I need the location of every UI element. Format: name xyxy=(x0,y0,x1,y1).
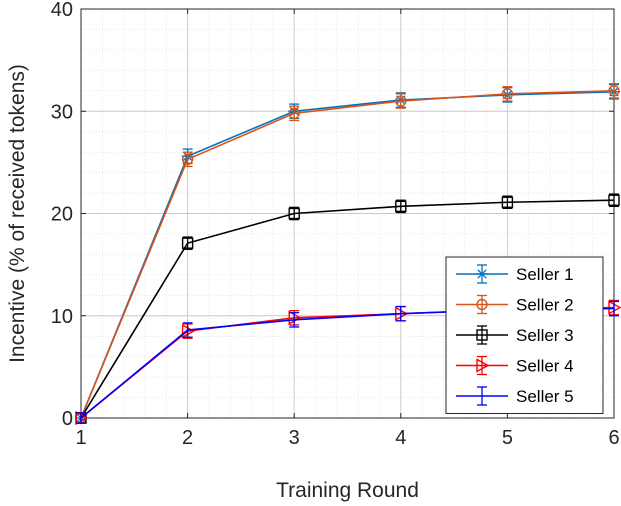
legend-entry-seller-3: Seller 3 xyxy=(456,325,574,345)
legend-label: Seller 4 xyxy=(516,357,574,376)
y-tick-label: 20 xyxy=(51,204,73,226)
legend-label: Seller 5 xyxy=(516,387,574,406)
y-tick-label: 30 xyxy=(51,101,73,123)
data-point xyxy=(501,88,514,100)
error-bar xyxy=(289,206,300,221)
legend-label: Seller 3 xyxy=(516,326,574,345)
y-tick-label: 10 xyxy=(51,306,73,328)
asterisk-marker xyxy=(476,269,488,279)
axes: 1 2 3 4 5 6 0 10 20 30 40 xyxy=(51,0,620,449)
data-point xyxy=(476,329,488,341)
x-tick-label: 4 xyxy=(395,427,406,449)
data-point xyxy=(181,153,194,166)
legend-entry-seller-5: Seller 5 xyxy=(456,386,574,406)
error-bar xyxy=(182,322,193,338)
legend-label: Seller 1 xyxy=(516,265,574,284)
data-point xyxy=(395,95,407,107)
x-tick-label: 3 xyxy=(289,427,300,449)
error-bar xyxy=(502,195,513,210)
data-point xyxy=(181,237,194,249)
data-point xyxy=(608,85,620,97)
error-bar xyxy=(609,193,619,207)
y-axis-label: Incentive (% of received tokens) xyxy=(6,64,29,363)
x-axis-label: Training Round xyxy=(276,479,419,502)
x-tick-label: 1 xyxy=(75,427,86,449)
series-line xyxy=(80,199,615,419)
error-bar xyxy=(395,305,406,322)
error-bar xyxy=(289,312,300,328)
legend-entry-seller-4: Seller 4 xyxy=(456,355,574,376)
data-point xyxy=(501,196,514,208)
data-point xyxy=(608,194,620,206)
legend: Seller 1 Seller 2 Seller 3 Seller 4 Seller 5 xyxy=(445,256,604,414)
y-tick-label: 0 xyxy=(62,408,73,430)
error-bar xyxy=(395,199,406,214)
data-point xyxy=(476,298,488,311)
y-tick-label: 40 xyxy=(51,0,73,21)
data-point xyxy=(395,200,407,213)
data-point xyxy=(476,269,488,279)
x-tick-label: 2 xyxy=(182,427,193,449)
error-bar xyxy=(76,412,86,424)
data-point xyxy=(476,358,490,373)
data-point xyxy=(288,107,300,119)
legend-entry-seller-2: Seller 2 xyxy=(456,294,574,315)
series-line xyxy=(80,91,615,419)
x-tick-label: 5 xyxy=(502,427,513,449)
error-bar xyxy=(609,300,619,317)
series-line xyxy=(80,90,615,419)
error-bar xyxy=(182,236,193,250)
x-tick-label: 6 xyxy=(608,427,619,449)
legend-label: Seller 2 xyxy=(516,296,574,315)
data-point xyxy=(288,207,300,220)
legend-entry-seller-1: Seller 1 xyxy=(456,264,574,284)
